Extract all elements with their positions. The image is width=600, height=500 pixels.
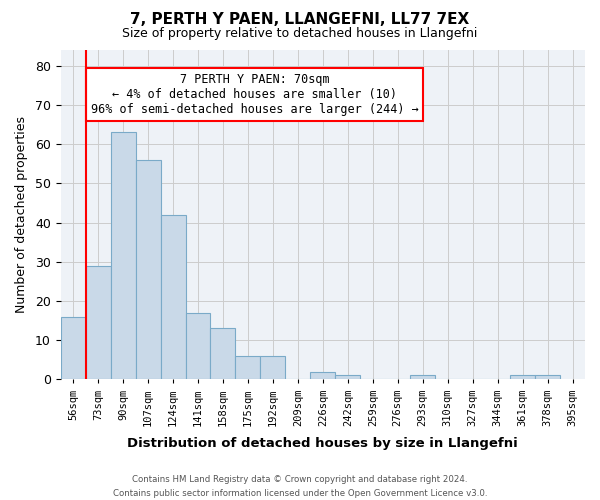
Bar [86,266,110,380]
Bar [61,316,86,380]
Bar [335,376,360,380]
Text: 7, PERTH Y PAEN, LLANGEFNI, LL77 7EX: 7, PERTH Y PAEN, LLANGEFNI, LL77 7EX [130,12,470,28]
Bar [510,376,535,380]
X-axis label: Distribution of detached houses by size in Llangefni: Distribution of detached houses by size … [127,437,518,450]
Text: 7 PERTH Y PAEN: 70sqm
← 4% of detached houses are smaller (10)
96% of semi-detac: 7 PERTH Y PAEN: 70sqm ← 4% of detached h… [91,73,419,116]
Text: Size of property relative to detached houses in Llangefni: Size of property relative to detached ho… [122,28,478,40]
Bar [161,214,185,380]
Bar [410,376,435,380]
Y-axis label: Number of detached properties: Number of detached properties [15,116,28,313]
Bar [110,132,136,380]
Bar [185,312,211,380]
Bar [260,356,286,380]
Bar [136,160,161,380]
Bar [310,372,335,380]
Bar [211,328,235,380]
Bar [235,356,260,380]
Text: Contains HM Land Registry data © Crown copyright and database right 2024.
Contai: Contains HM Land Registry data © Crown c… [113,476,487,498]
Bar [535,376,560,380]
